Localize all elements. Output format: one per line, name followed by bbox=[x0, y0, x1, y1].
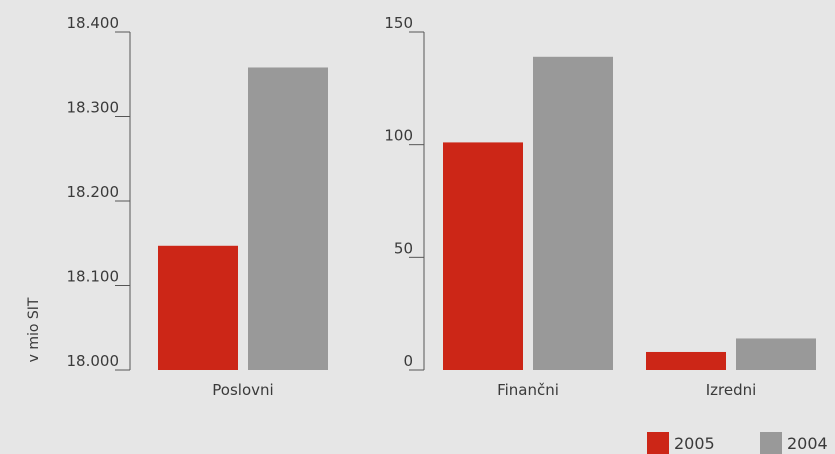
y-tick-label: 0 bbox=[403, 352, 413, 370]
y-tick-label: 100 bbox=[384, 127, 413, 145]
legend-swatch-2005 bbox=[647, 432, 669, 454]
y-tick-label: 18.400 bbox=[67, 14, 120, 32]
y-tick-label: 18.100 bbox=[67, 268, 120, 286]
y-tick-label: 18.300 bbox=[67, 99, 120, 117]
y-tick-label: 150 bbox=[384, 14, 413, 32]
y-tick-label: 18.200 bbox=[67, 183, 120, 201]
bar-finančni-2005 bbox=[443, 142, 523, 370]
bar-izredni-2005 bbox=[646, 351, 726, 370]
y-axis-label: v mio SIT bbox=[26, 297, 42, 362]
legend-label-2005: 2005 bbox=[674, 434, 715, 453]
category-label: Finančni bbox=[497, 381, 559, 399]
category-label: Izredni bbox=[706, 381, 757, 399]
bar-finančni-2004 bbox=[533, 56, 613, 370]
bar-poslovni-2005 bbox=[158, 245, 238, 370]
y-tick-label: 18.000 bbox=[67, 352, 120, 370]
legend-swatch-2004 bbox=[760, 432, 782, 454]
bar-izredni-2004 bbox=[736, 338, 816, 370]
y-tick-label: 50 bbox=[394, 239, 413, 257]
panel-left: 18.000 18.100 18.200 18.300 18.400 Poslovni bbox=[67, 14, 328, 399]
bar-poslovni-2004 bbox=[248, 67, 328, 371]
legend: 2005 2004 bbox=[647, 432, 828, 454]
category-label: Poslovni bbox=[212, 381, 273, 399]
panel-right: 0 50 100 150 Finančni Izredni bbox=[384, 14, 816, 399]
legend-label-2004: 2004 bbox=[787, 434, 828, 453]
